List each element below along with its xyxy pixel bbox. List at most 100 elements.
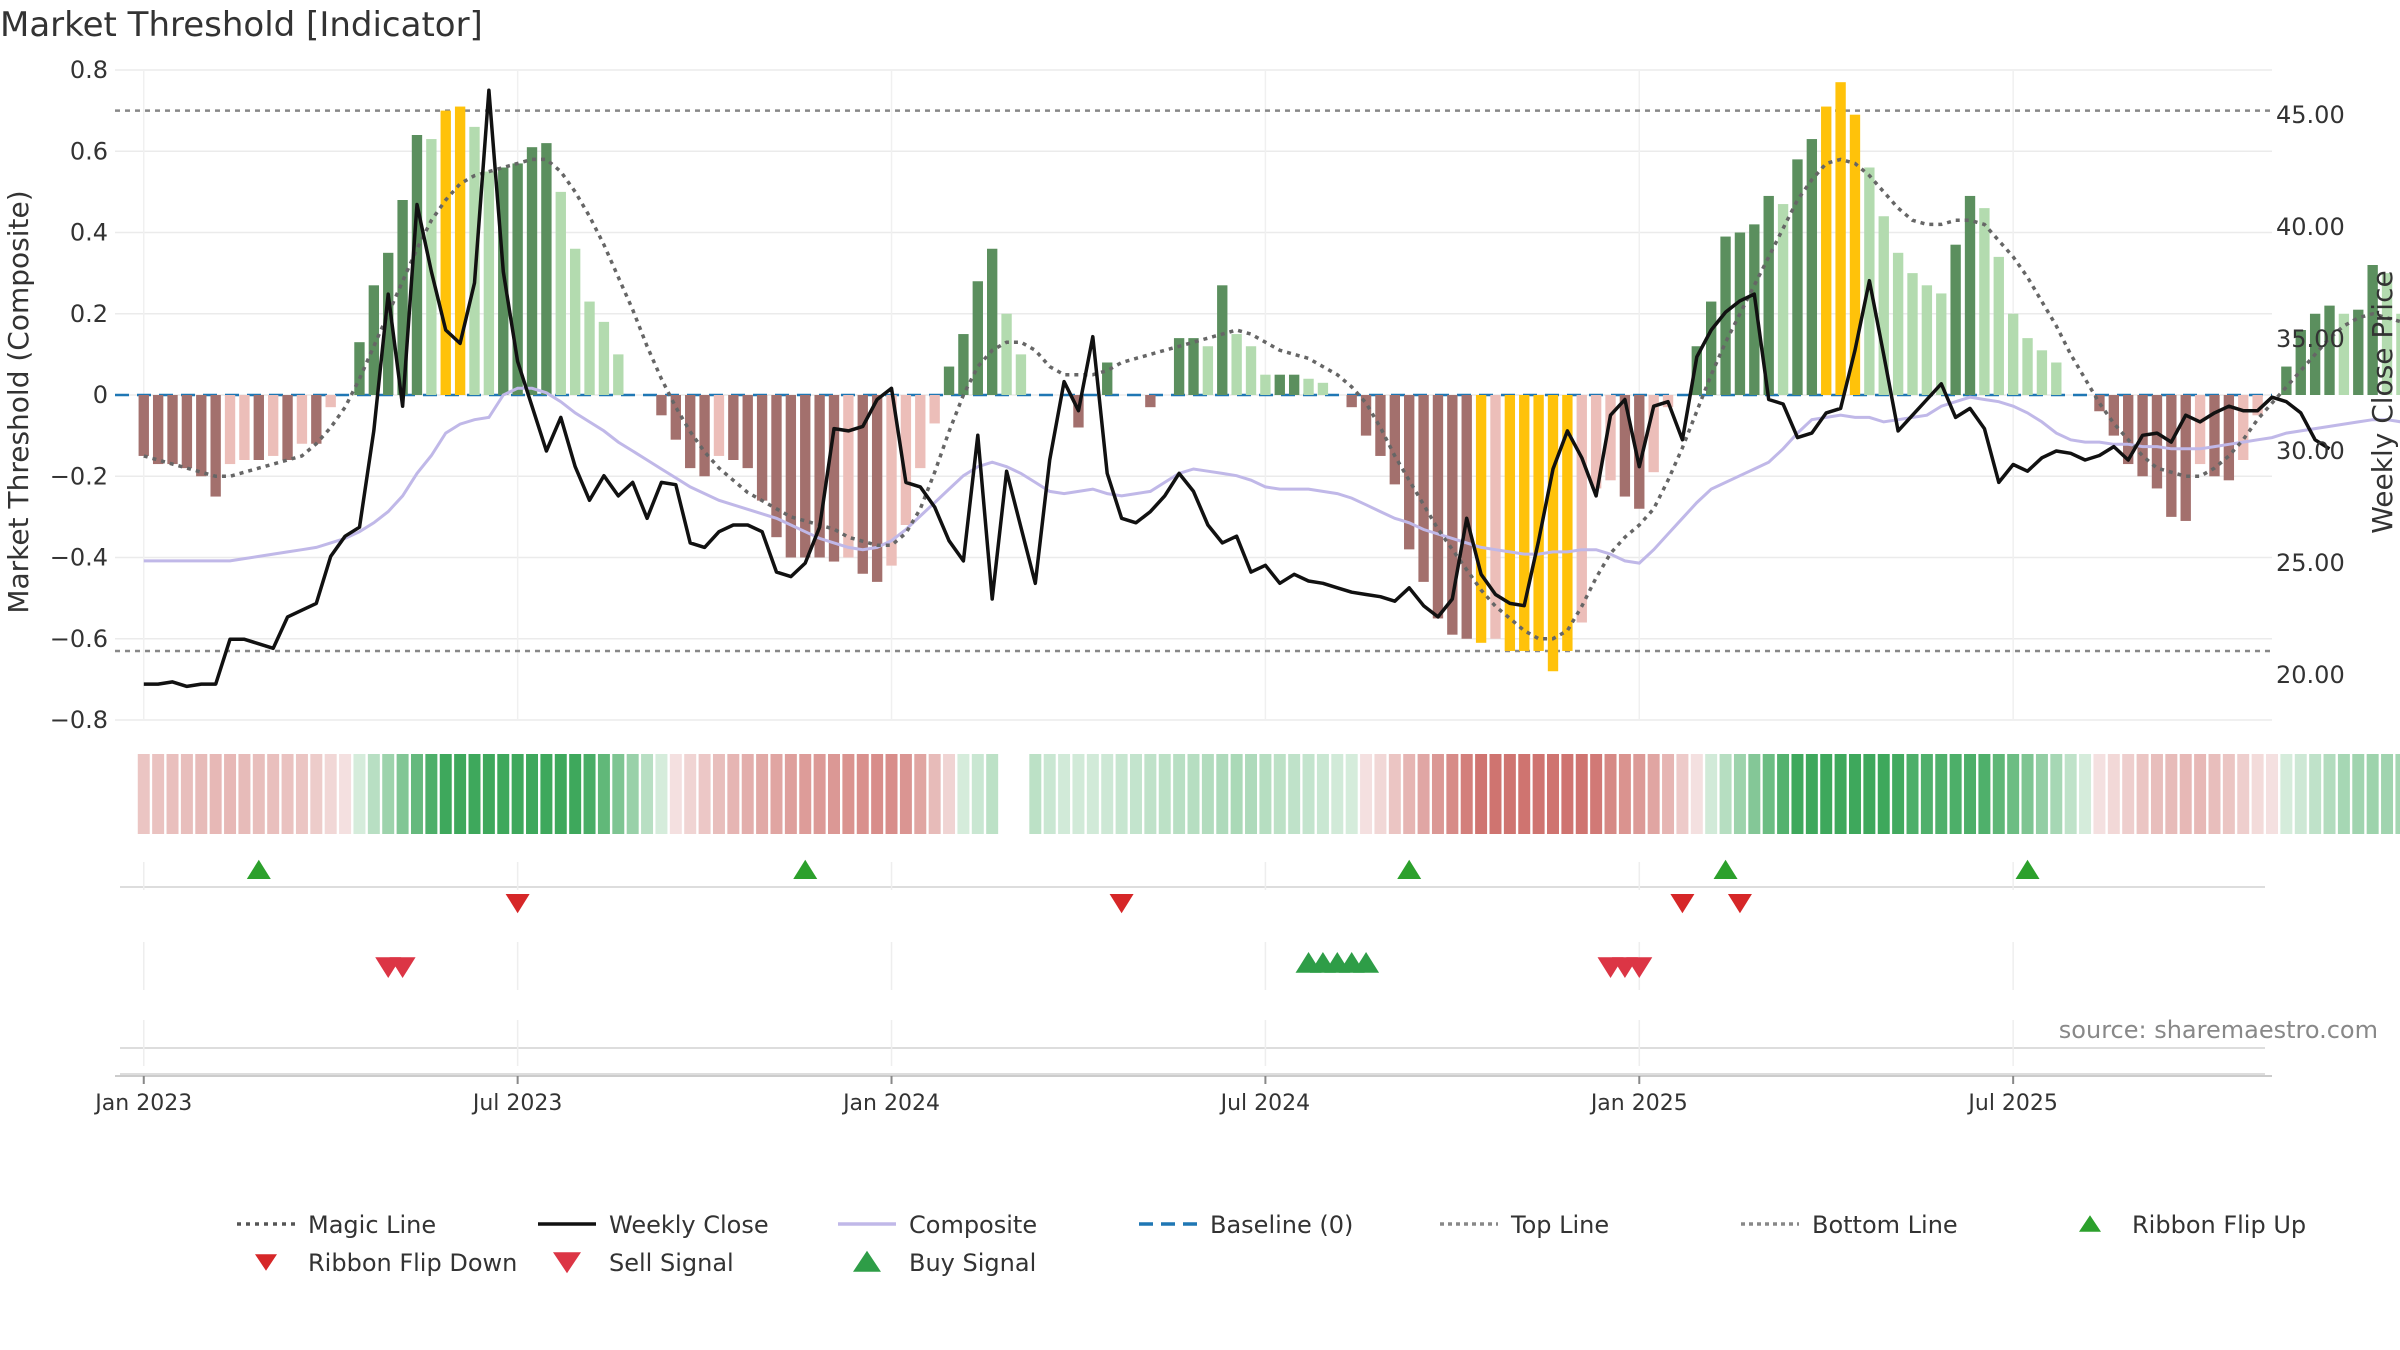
composite-bar [454,106,466,395]
composite-bar [1720,236,1731,395]
ribbon-cell [1690,754,1703,834]
ribbon-cell [986,754,999,834]
composite-bar [1706,301,1717,395]
chart-title: Market Threshold [Indicator] [0,5,483,45]
composite-bar [828,395,840,562]
ribbon-cell [1662,754,1675,834]
ribbon-cell [1848,754,1861,834]
composite-bar [1547,395,1559,672]
legend-label: Magic Line [308,1211,436,1239]
ribbon-cell [2035,754,2048,834]
ribbon-cell [425,754,438,834]
ribbon-cell [1733,754,1746,834]
ribbon-cell [1877,754,1890,834]
composite-bar [181,395,193,469]
ribbon-cell [698,754,711,834]
composite-bar [541,143,552,395]
ribbon-cell [180,754,193,834]
ribbon-flip-down-marker [1109,894,1134,914]
composite-bar [785,395,797,558]
ribbon-flip-down-marker [505,894,530,914]
ribbon-cell [626,754,639,834]
ribbon-cell [2366,754,2379,834]
ribbon-cell [597,754,610,834]
ribbon-cell [1920,754,1933,834]
composite-bar [253,395,264,460]
ribbon-cell [1834,754,1847,834]
composite-bar [483,171,495,395]
composite-bar [2353,309,2364,395]
ribbon-cell [2194,754,2207,834]
ribbon-cell [1561,754,1574,834]
ribbon-cell [2337,754,2350,834]
left-axis: 0.8 0.6 0.4 0.2 0 −0.2 −0.4 −0.6 −0.8 [50,56,108,734]
composite-bar [1964,195,1976,395]
ribbon-cell [1302,754,1315,834]
x-axis: Jan 2023 Jul 2023 Jan 2024 Jul 2024 Jan 2025… [93,1075,2272,1116]
ribbon-cell [1245,754,1258,834]
legend-swatch [853,1250,881,1272]
ribbon-cell [871,754,884,834]
ribbon-cell [2165,754,2178,834]
ribbon-cell [2093,754,2106,834]
ribbon-cell [1316,754,1329,834]
composite-bar [1504,395,1516,651]
composite-bar [2194,395,2206,465]
ribbon-cell [2237,754,2250,834]
composite-bar [670,395,681,440]
composite-bar [886,395,897,566]
ribbon-cell [454,754,467,834]
composite-bar [1173,338,1185,395]
composite-bar [1274,374,1285,395]
left-tick-label: 0.6 [70,137,108,165]
ribbon-cell [1604,754,1617,834]
composite-bar [800,395,811,558]
composite-line [143,386,2400,565]
ribbon-cell [1230,754,1243,834]
left-tick-label: 0.2 [70,300,108,328]
composite-bar [857,395,868,574]
ribbon-flip-down-marker [1670,894,1695,914]
composite-bar [1950,244,1961,395]
ribbon-cell [1201,754,1214,834]
ribbon-flip-up-marker [2015,859,2040,879]
ribbon-cell [554,754,567,834]
composite-bar [2281,366,2292,395]
composite-bar [900,395,912,525]
ribbon-cell [295,754,308,834]
legend-swatch [553,1252,581,1274]
composite-bar [1562,395,1573,651]
ribbon-cell [1173,754,1186,834]
composite-bar [2223,395,2235,481]
composite-bar [1188,338,1199,395]
composite-bar [598,321,610,395]
ribbon-cell [1043,754,1056,834]
composite-bar [1490,395,1501,639]
composite-bar [1878,216,1889,395]
sell-signal-marker [389,957,416,979]
ribbon-cell [2150,754,2163,834]
composite-bar [311,395,322,444]
ribbon-cell [2266,754,2278,834]
ribbon-flip-up-marker [246,859,271,879]
composite-bar [2180,395,2191,521]
ribbon-cell [2122,754,2135,834]
composite-bar [196,395,207,477]
ribbon-cell [1216,754,1229,834]
ribbon-cell [943,754,956,834]
composite-bar [972,281,983,395]
ribbon-cell [885,754,898,834]
composite-bar [167,395,178,465]
ribbon-flip-up-marker [1397,859,1422,879]
ribbon-cell [166,754,179,834]
ribbon-cell [310,754,323,834]
ribbon-cell [770,754,783,834]
right-tick-label: 35.00 [2276,325,2345,353]
ribbon-cell [1129,754,1142,834]
ribbon-cell [1331,754,1344,834]
composite-bar [1993,256,2004,395]
composite-bar [1145,395,1156,408]
composite-bar [1288,374,1300,395]
ribbon-cell [468,754,481,834]
composite-bar [282,395,293,460]
